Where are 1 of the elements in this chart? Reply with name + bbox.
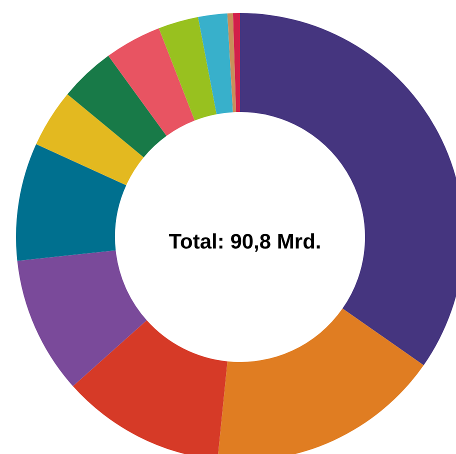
text: Total: 90,8 Mrd. bbox=[168, 230, 322, 254]
